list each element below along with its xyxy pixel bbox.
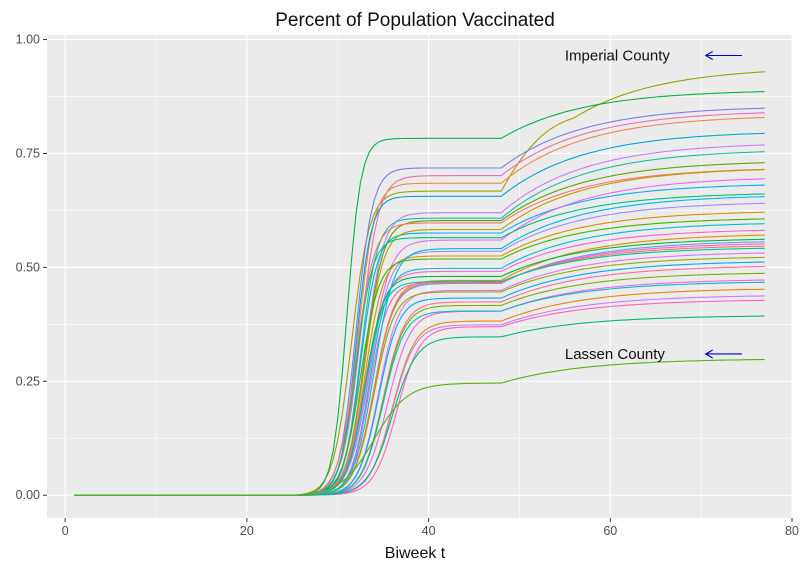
- x-tick-label: 40: [422, 524, 436, 538]
- annotation-label: Imperial County: [565, 48, 671, 65]
- y-tick-label: 0.25: [16, 374, 40, 388]
- x-tick-label: 0: [62, 524, 69, 538]
- series-layer: [74, 71, 765, 496]
- annotations: Imperial County Lassen County: [565, 48, 743, 363]
- arrowhead-icon: [704, 349, 713, 359]
- series-line: [74, 358, 765, 496]
- annotation-label: Lassen County: [565, 346, 666, 363]
- y-tick-label: 0.00: [16, 488, 40, 502]
- arrowhead-icon: [704, 51, 713, 60]
- x-tick-label: 60: [603, 524, 617, 538]
- y-axis-ticks: 0.00 0.25 0.50 0.75 1.00: [16, 33, 47, 502]
- x-tick-label: 20: [240, 524, 254, 538]
- y-tick-label: 0.75: [16, 146, 40, 160]
- x-tick-label: 80: [785, 524, 799, 538]
- x-axis-title: Biweek t: [385, 545, 446, 562]
- y-tick-label: 1.00: [16, 33, 40, 47]
- chart-title: Percent of Population Vaccinated: [275, 10, 555, 31]
- y-tick-label: 0.50: [16, 260, 40, 274]
- x-axis-ticks: 0 20 40 60 80: [62, 518, 799, 538]
